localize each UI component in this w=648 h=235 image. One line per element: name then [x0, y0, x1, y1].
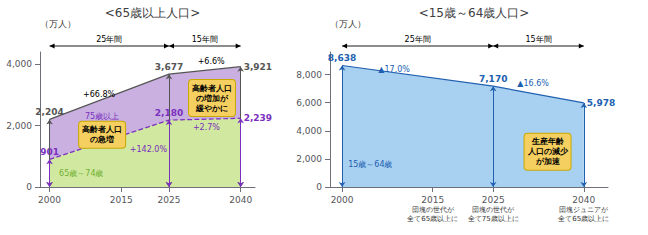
svg-text:の増加が: の増加が — [196, 93, 229, 103]
svg-text:団塊の世代が: 団塊の世代が — [472, 206, 515, 214]
svg-text:2000: 2000 — [331, 195, 354, 205]
svg-text:生産年齢: 生産年齢 — [531, 136, 565, 146]
svg-text:2000: 2000 — [38, 195, 61, 205]
svg-text:全て75歳以上に: 全て75歳以上に — [468, 215, 519, 223]
svg-text:25年間: 25年間 — [96, 35, 122, 44]
svg-text:<65歳以上人口>: <65歳以上人口> — [105, 6, 200, 20]
svg-text:+142.0%: +142.0% — [130, 145, 168, 154]
svg-text:（万人）: （万人） — [330, 19, 366, 29]
svg-text:2040: 2040 — [229, 195, 252, 205]
svg-text:5,978: 5,978 — [587, 98, 615, 108]
svg-text:団塊ジュニアが: 団塊ジュニアが — [559, 206, 609, 214]
svg-text:が加速: が加速 — [535, 157, 561, 166]
svg-text:+2.7%: +2.7% — [193, 123, 220, 132]
svg-text:人口の減少: 人口の減少 — [527, 147, 569, 156]
svg-text:15年間: 15年間 — [192, 35, 218, 44]
svg-text:全て65歳以上に: 全て65歳以上に — [558, 215, 609, 223]
svg-text:▲16.6%: ▲16.6% — [517, 79, 549, 88]
svg-text:2015: 2015 — [110, 195, 133, 205]
svg-text:4,000: 4,000 — [296, 126, 322, 136]
svg-text:4,000: 4,000 — [6, 59, 32, 69]
svg-text:2,000: 2,000 — [6, 121, 32, 131]
svg-text:の急増: の急増 — [90, 134, 114, 144]
svg-text:▲17.0%: ▲17.0% — [378, 65, 410, 74]
svg-text:高齢者人口: 高齢者人口 — [192, 83, 232, 93]
svg-text:2,180: 2,180 — [154, 107, 184, 118]
svg-text:2025: 2025 — [482, 195, 505, 205]
svg-text:3,677: 3,677 — [155, 62, 183, 72]
svg-text:2,204: 2,204 — [35, 107, 63, 117]
svg-text:2025: 2025 — [158, 195, 181, 205]
svg-text:0: 0 — [316, 182, 322, 192]
svg-text:8,638: 8,638 — [328, 53, 356, 63]
svg-text:25年間: 25年間 — [405, 35, 431, 44]
svg-text:団塊の世代が: 団塊の世代が — [412, 206, 455, 214]
svg-text:2,000: 2,000 — [296, 154, 322, 164]
svg-text:+66.8%: +66.8% — [83, 90, 116, 99]
svg-text:3,921: 3,921 — [244, 62, 272, 72]
svg-text:（万人）: （万人） — [40, 19, 76, 29]
svg-text:2,239: 2,239 — [244, 113, 272, 123]
svg-text:15歳～64歳: 15歳～64歳 — [348, 160, 392, 169]
svg-text:75歳以上: 75歳以上 — [85, 112, 119, 121]
svg-text:全て65歳以上に: 全て65歳以上に — [407, 215, 458, 223]
svg-text:2040: 2040 — [572, 195, 595, 205]
svg-text:15年間: 15年間 — [525, 35, 551, 44]
svg-text:+6.6%: +6.6% — [198, 57, 225, 66]
svg-text:<15歳～64歳人口>: <15歳～64歳人口> — [419, 6, 530, 20]
svg-text:2015: 2015 — [421, 195, 444, 205]
svg-text:901: 901 — [40, 146, 59, 157]
svg-text:緩やかに: 緩やかに — [195, 104, 228, 113]
svg-text:0: 0 — [26, 182, 32, 192]
svg-text:6,000: 6,000 — [296, 98, 322, 108]
svg-text:65歳～74歳: 65歳～74歳 — [59, 169, 103, 178]
svg-text:高齢者人口: 高齢者人口 — [82, 124, 122, 134]
svg-text:7,170: 7,170 — [479, 74, 507, 84]
svg-text:8,000: 8,000 — [296, 70, 322, 80]
